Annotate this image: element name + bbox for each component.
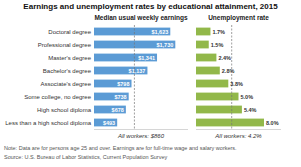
data-label: 2.4% — [218, 55, 231, 61]
reference-line — [134, 25, 135, 129]
category-label: Bachelor's degree — [43, 68, 92, 74]
chart: Earnings and unemployment rates by educa… — [0, 0, 301, 167]
axis-line — [196, 129, 281, 130]
data-label: 2.8% — [222, 68, 235, 74]
category-label: Associate's degree — [40, 81, 91, 87]
bar — [94, 80, 132, 88]
bar — [94, 93, 129, 101]
data-label: 1.5% — [211, 42, 224, 48]
category-label: Master's degree — [48, 55, 91, 61]
bar — [196, 28, 210, 36]
data-label: 5.0% — [241, 94, 254, 100]
data-label: 1.7% — [212, 29, 225, 35]
data-label: $493 — [103, 120, 115, 126]
reference-line — [231, 25, 232, 129]
footnote: Source: U.S. Bureau of Labor Statistics,… — [4, 154, 167, 160]
data-label: 5.4% — [244, 107, 257, 113]
category-label: Less than a high school diploma — [5, 120, 91, 126]
bar — [94, 119, 117, 127]
data-label: $1,623 — [151, 29, 168, 35]
data-label: $678 — [112, 107, 124, 113]
data-label: $738 — [114, 94, 126, 100]
bars — [94, 25, 175, 129]
bars — [196, 25, 264, 129]
panel-header: Median usual weekly earnings — [94, 14, 188, 22]
data-label: $1,730 — [156, 42, 173, 48]
reference-label: All workers: $860 — [117, 133, 165, 139]
bar — [196, 119, 264, 127]
bar — [196, 106, 242, 114]
bar — [196, 54, 216, 62]
bar — [94, 28, 170, 36]
category-label: Some college, no degree — [24, 94, 91, 100]
data-label: $1,341 — [138, 55, 155, 61]
category-label: Doctoral degree — [48, 29, 91, 35]
axis-line — [94, 129, 188, 130]
title: Earnings and unemployment rates by educa… — [23, 2, 278, 11]
category-label: High school diploma — [37, 107, 92, 113]
data-label: $798 — [117, 81, 129, 87]
footnote: Note: Data are for persons age 25 and ov… — [4, 145, 237, 151]
reference-label: All workers: 4.2% — [214, 133, 262, 139]
bar — [196, 93, 239, 101]
data-label: $1,137 — [129, 68, 146, 74]
data-label: 3.8% — [230, 81, 243, 87]
panel-header: Unemployment rate — [208, 14, 269, 22]
data-label: 8.0% — [266, 120, 279, 126]
bar — [94, 67, 147, 75]
bar — [94, 106, 126, 114]
bar — [196, 80, 228, 88]
bar — [94, 54, 157, 62]
bar — [196, 67, 220, 75]
bar — [196, 41, 209, 49]
category-label: Professional degree — [38, 42, 92, 48]
